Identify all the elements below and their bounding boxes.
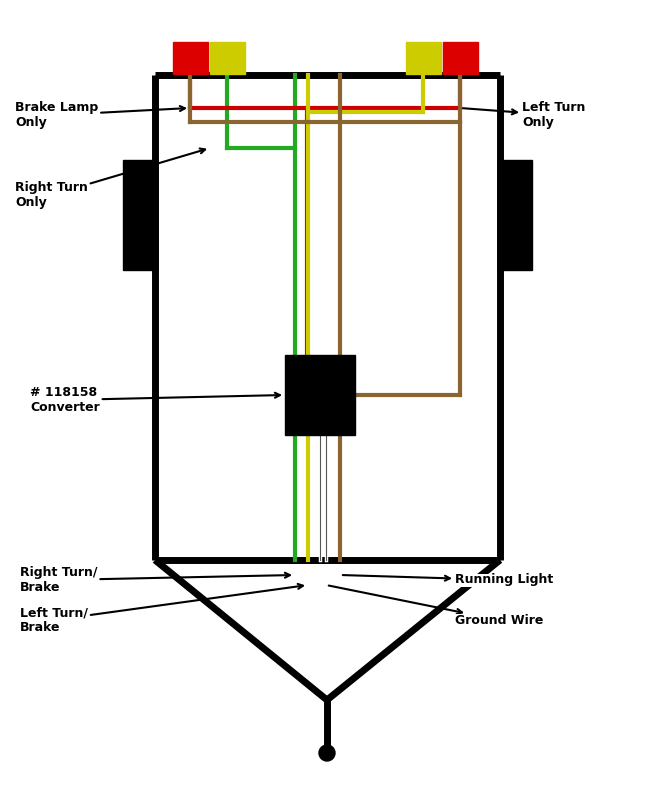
Bar — [285, 355, 355, 435]
Bar — [210, 42, 245, 74]
Bar — [123, 160, 155, 270]
Text: # 118158
Converter: # 118158 Converter — [30, 386, 280, 414]
Text: Ground Wire: Ground Wire — [329, 586, 543, 626]
Circle shape — [319, 745, 335, 761]
Text: Left Turn/
Brake: Left Turn/ Brake — [20, 584, 303, 634]
Text: Left Turn
Only: Left Turn Only — [463, 101, 585, 129]
Text: Right Turn
Only: Right Turn Only — [15, 149, 205, 209]
Bar — [500, 160, 532, 270]
Text: Brake Lamp
Only: Brake Lamp Only — [15, 101, 185, 129]
Text: Right Turn/
Brake: Right Turn/ Brake — [20, 566, 290, 594]
Text: Running Light: Running Light — [343, 574, 553, 586]
Bar — [443, 42, 478, 74]
Bar — [173, 42, 208, 74]
Bar — [406, 42, 441, 74]
